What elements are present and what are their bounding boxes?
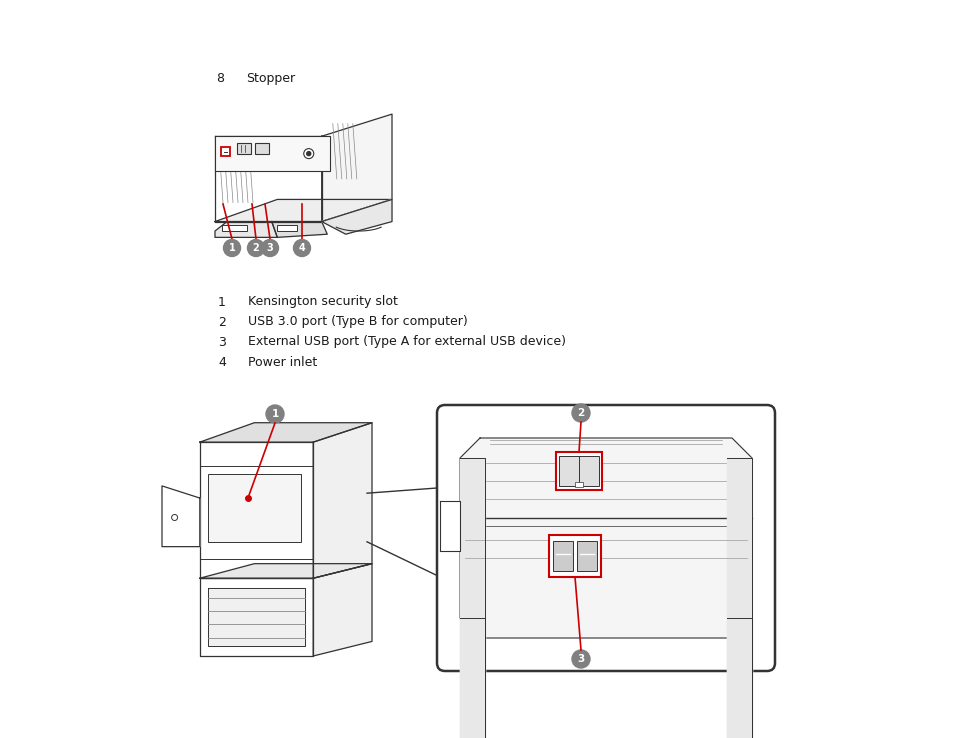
Polygon shape	[321, 199, 392, 234]
Text: 2: 2	[218, 316, 226, 328]
Polygon shape	[726, 458, 751, 738]
Text: Power inlet: Power inlet	[248, 356, 317, 368]
Polygon shape	[199, 579, 313, 656]
Polygon shape	[459, 618, 484, 738]
Polygon shape	[214, 199, 392, 221]
Circle shape	[572, 650, 589, 668]
Circle shape	[266, 405, 284, 423]
Text: 1: 1	[229, 243, 235, 253]
FancyBboxPatch shape	[548, 535, 600, 577]
Polygon shape	[313, 423, 372, 579]
Text: 2: 2	[253, 243, 259, 253]
FancyBboxPatch shape	[214, 137, 330, 171]
Polygon shape	[726, 618, 751, 738]
FancyBboxPatch shape	[558, 456, 598, 486]
Polygon shape	[313, 564, 372, 656]
Polygon shape	[321, 114, 392, 221]
FancyBboxPatch shape	[236, 142, 251, 154]
Polygon shape	[459, 458, 484, 738]
Text: Kensington security slot: Kensington security slot	[248, 295, 397, 308]
Polygon shape	[439, 500, 459, 551]
Circle shape	[247, 240, 264, 257]
Circle shape	[294, 240, 310, 257]
Text: 4: 4	[218, 356, 226, 368]
Text: 3: 3	[266, 243, 274, 253]
FancyBboxPatch shape	[436, 405, 774, 671]
Text: 3: 3	[577, 654, 584, 664]
Text: 8: 8	[215, 72, 224, 85]
Circle shape	[261, 240, 278, 257]
Text: 1: 1	[218, 295, 226, 308]
Text: 2: 2	[577, 408, 584, 418]
Circle shape	[303, 148, 314, 159]
Text: 1: 1	[271, 409, 278, 419]
FancyBboxPatch shape	[277, 224, 297, 231]
Text: Stopper: Stopper	[246, 72, 294, 85]
Polygon shape	[199, 442, 313, 579]
Circle shape	[307, 151, 311, 156]
Polygon shape	[199, 564, 372, 579]
FancyBboxPatch shape	[577, 541, 597, 571]
FancyBboxPatch shape	[254, 142, 269, 154]
Polygon shape	[272, 221, 327, 238]
Polygon shape	[162, 486, 199, 547]
FancyBboxPatch shape	[575, 482, 582, 487]
Polygon shape	[214, 221, 277, 238]
Polygon shape	[208, 588, 304, 646]
Text: External USB port (Type A for external USB device): External USB port (Type A for external U…	[248, 336, 565, 348]
Circle shape	[223, 240, 240, 257]
FancyBboxPatch shape	[553, 541, 573, 571]
Text: 4: 4	[298, 243, 305, 253]
Circle shape	[572, 404, 589, 422]
Text: USB 3.0 port (Type B for computer): USB 3.0 port (Type B for computer)	[248, 316, 467, 328]
Text: 29: 29	[468, 711, 485, 725]
Circle shape	[172, 514, 177, 520]
Polygon shape	[214, 137, 321, 221]
Polygon shape	[459, 438, 751, 638]
FancyBboxPatch shape	[556, 452, 601, 490]
FancyBboxPatch shape	[222, 224, 247, 231]
FancyBboxPatch shape	[221, 148, 230, 156]
FancyBboxPatch shape	[208, 474, 300, 542]
Text: 3: 3	[218, 336, 226, 348]
Polygon shape	[199, 423, 372, 442]
